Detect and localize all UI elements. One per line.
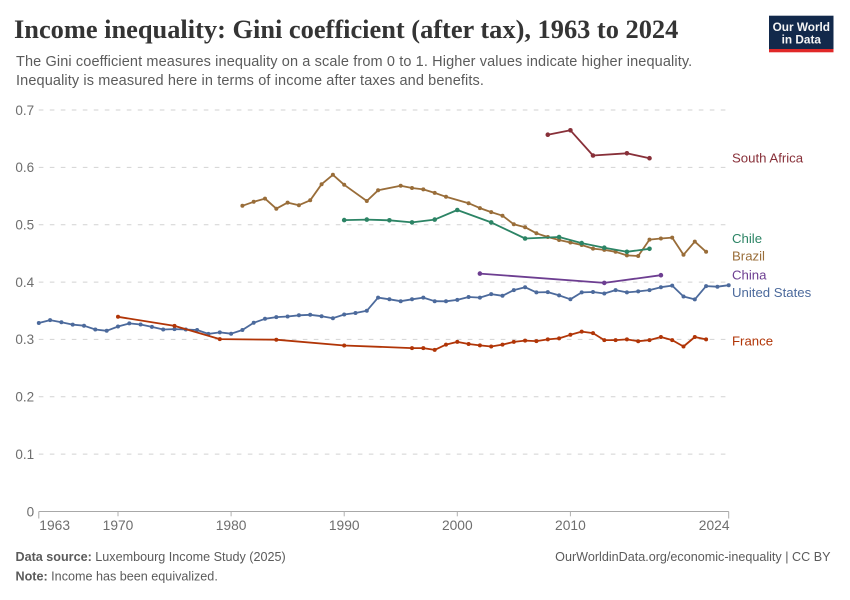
svg-text:0.4: 0.4 [15, 275, 34, 290]
svg-text:Brazil: Brazil [732, 249, 765, 264]
svg-text:Income inequality: Gini coeffi: Income inequality: Gini coefficient (aft… [14, 14, 678, 44]
svg-text:United States: United States [732, 285, 812, 300]
svg-text:France: France [732, 334, 773, 349]
svg-text:Our World: Our World [773, 20, 830, 34]
svg-text:0.6: 0.6 [15, 160, 34, 175]
svg-text:0.2: 0.2 [15, 390, 34, 405]
svg-text:0: 0 [27, 504, 35, 519]
svg-text:2010: 2010 [555, 518, 586, 533]
svg-text:0.3: 0.3 [15, 332, 34, 347]
svg-text:2024: 2024 [699, 518, 730, 533]
svg-text:Data source: Luxembourg Income: Data source: Luxembourg Income Study (20… [16, 550, 286, 564]
svg-text:in Data: in Data [782, 33, 822, 47]
svg-text:1980: 1980 [216, 518, 247, 533]
svg-text:0.1: 0.1 [15, 447, 34, 462]
svg-text:0.7: 0.7 [15, 103, 34, 118]
svg-text:1970: 1970 [103, 518, 134, 533]
svg-text:1963: 1963 [39, 518, 70, 533]
svg-text:Chile: Chile [732, 231, 762, 246]
svg-text:1990: 1990 [329, 518, 360, 533]
svg-text:Note: Income has been equivali: Note: Income has been equivalized. [16, 570, 218, 584]
svg-text:OurWorldinData.org/economic-in: OurWorldinData.org/economic-inequality |… [555, 550, 831, 564]
svg-text:2000: 2000 [442, 518, 473, 533]
svg-text:China: China [732, 267, 767, 282]
svg-text:The Gini coefficient measures: The Gini coefficient measures inequality… [16, 54, 692, 70]
svg-text:Inequality is measured here in: Inequality is measured here in terms of … [16, 73, 484, 89]
svg-text:0.5: 0.5 [15, 218, 34, 233]
svg-text:South Africa: South Africa [732, 151, 804, 166]
